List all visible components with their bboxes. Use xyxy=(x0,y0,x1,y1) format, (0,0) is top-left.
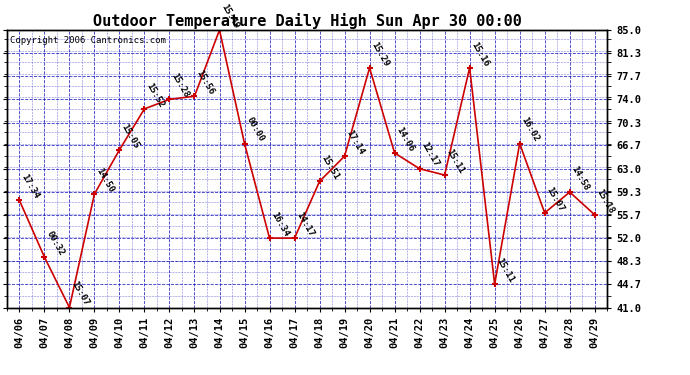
Text: 15:28: 15:28 xyxy=(170,72,190,99)
Text: 15:05: 15:05 xyxy=(119,122,141,150)
Text: 16:34: 16:34 xyxy=(270,210,290,238)
Text: Copyright 2006 Cantronics.com: Copyright 2006 Cantronics.com xyxy=(10,36,166,45)
Text: 14:17: 14:17 xyxy=(295,210,316,238)
Text: 00:00: 00:00 xyxy=(244,116,266,144)
Text: 12:17: 12:17 xyxy=(420,141,441,169)
Text: 15:07: 15:07 xyxy=(544,185,566,213)
Text: 15:07: 15:07 xyxy=(70,280,90,308)
Text: 15:49: 15:49 xyxy=(219,2,241,30)
Text: 17:14: 17:14 xyxy=(344,128,366,156)
Text: 14:06: 14:06 xyxy=(395,125,416,153)
Text: 15:51: 15:51 xyxy=(319,154,341,182)
Text: 16:02: 16:02 xyxy=(520,116,541,144)
Text: 14:58: 14:58 xyxy=(570,164,591,192)
Title: Outdoor Temperature Daily High Sun Apr 30 00:00: Outdoor Temperature Daily High Sun Apr 3… xyxy=(92,13,522,29)
Text: 14:50: 14:50 xyxy=(95,166,116,194)
Text: 15:18: 15:18 xyxy=(595,187,616,215)
Text: 15:56: 15:56 xyxy=(195,69,216,96)
Text: 15:11: 15:11 xyxy=(444,147,466,175)
Text: 15:29: 15:29 xyxy=(370,40,391,68)
Text: 15:52: 15:52 xyxy=(144,81,166,109)
Text: 00:32: 00:32 xyxy=(44,229,66,257)
Text: 15:11: 15:11 xyxy=(495,256,516,284)
Text: 15:16: 15:16 xyxy=(470,40,491,68)
Text: 17:34: 17:34 xyxy=(19,172,41,200)
